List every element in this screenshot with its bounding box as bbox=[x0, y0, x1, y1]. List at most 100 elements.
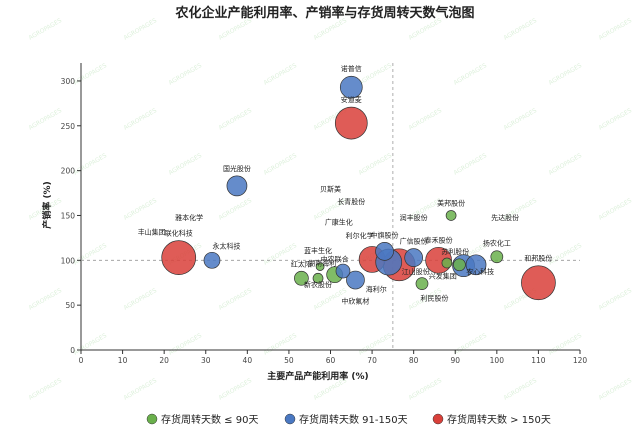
bubble bbox=[465, 254, 487, 276]
company-label: 中旗股份 bbox=[371, 230, 399, 239]
company-label: 海利尔 bbox=[366, 285, 387, 294]
company-label: 新农股份 bbox=[304, 280, 332, 289]
watermark-text: AGROPAGES bbox=[73, 62, 109, 87]
bubble bbox=[453, 258, 466, 272]
x-tick-label: 110 bbox=[531, 356, 546, 365]
watermark-text: AGROPAGES bbox=[123, 17, 159, 42]
bubble bbox=[404, 248, 424, 267]
watermark-text: AGROPAGES bbox=[218, 377, 254, 402]
company-label: 湖南海利 bbox=[308, 259, 336, 268]
x-tick-label: 120 bbox=[573, 356, 588, 365]
watermark-text: AGROPAGES bbox=[73, 332, 109, 357]
company-label: 丰山集团 bbox=[138, 227, 166, 236]
company-label: 江山股份 bbox=[402, 267, 430, 276]
x-tick-label: 70 bbox=[367, 356, 377, 365]
company-label: 美邦股份 bbox=[437, 198, 465, 207]
watermark-text: AGROPAGES bbox=[358, 62, 394, 87]
company-label: 利尔化学 bbox=[346, 231, 374, 240]
y-tick-label: 100 bbox=[61, 256, 76, 265]
x-axis-label: 主要产品产能利用率 (%) bbox=[267, 370, 368, 382]
x-tick-label: 90 bbox=[450, 356, 460, 365]
company-label: 雅本化学 bbox=[175, 213, 203, 222]
y-tick-label: 250 bbox=[61, 122, 76, 131]
legend: 存货周转天数 ≤ 90天 存货周转天数 91-150天 存货周转天数 > 150天 bbox=[146, 413, 551, 426]
watermark-text: AGROPAGES bbox=[548, 332, 584, 357]
x-tick-label: 0 bbox=[79, 356, 84, 365]
company-label: 农心科技 bbox=[466, 267, 494, 276]
company-label: 苏利股份 bbox=[441, 247, 469, 256]
watermark-text: AGROPAGES bbox=[123, 197, 159, 222]
watermark-text: AGROPAGES bbox=[123, 287, 159, 312]
bubble-layer bbox=[161, 75, 556, 301]
legend-label: 存货周转天数 > 150天 bbox=[447, 413, 551, 426]
watermark-text: AGROPAGES bbox=[503, 107, 539, 132]
watermark-text: AGROPAGES bbox=[503, 377, 539, 402]
company-label: 永太科技 bbox=[213, 242, 241, 251]
company-label: 中欣氟材 bbox=[341, 296, 369, 305]
y-tick-label: 150 bbox=[61, 211, 76, 220]
y-tick-label: 0 bbox=[70, 346, 75, 355]
watermark-text: AGROPAGES bbox=[598, 17, 634, 42]
company-label: 诺普信 bbox=[341, 64, 362, 73]
legend-label: 存货周转天数 ≤ 90天 bbox=[161, 413, 258, 426]
company-label: 广信股份 bbox=[400, 237, 428, 246]
company-label: 蓝丰生化 bbox=[304, 246, 332, 255]
y-tick-label: 200 bbox=[61, 167, 76, 176]
legend-swatch bbox=[146, 413, 158, 425]
company-label: 贝斯美 bbox=[320, 184, 341, 193]
x-tick-label: 60 bbox=[326, 356, 336, 365]
company-label: 润丰股份 bbox=[400, 213, 428, 222]
legend-item-mid: 存货周转天数 91-150天 bbox=[284, 413, 408, 426]
company-label: 利民股份 bbox=[420, 294, 448, 303]
bubble bbox=[226, 175, 248, 197]
watermark-text: AGROPAGES bbox=[123, 377, 159, 402]
company-label: 长青股份 bbox=[337, 197, 365, 206]
x-tick-label: 10 bbox=[118, 356, 128, 365]
legend-swatch bbox=[432, 413, 444, 425]
watermark-text: AGROPAGES bbox=[358, 332, 394, 357]
company-label: 广康生化 bbox=[325, 217, 353, 226]
company-label: 联化科技 bbox=[165, 229, 193, 238]
legend-label: 存货周转天数 91-150天 bbox=[299, 413, 408, 426]
y-axis-label: 产销率 (%) bbox=[41, 181, 53, 228]
watermark-text: AGROPAGES bbox=[453, 152, 489, 177]
bubble bbox=[294, 270, 309, 286]
bubble bbox=[161, 240, 197, 275]
watermark-text: AGROPAGES bbox=[28, 377, 64, 402]
y-tick-label: 300 bbox=[61, 77, 76, 86]
bubble bbox=[335, 263, 351, 279]
axes: 0 10 20 30 40 50 60 70 80 90 100 110 120 0 50 100 150 200… bbox=[61, 63, 588, 365]
x-tick-label: 100 bbox=[490, 356, 505, 365]
company-label: 红太阳 bbox=[291, 259, 312, 268]
watermark-text: AGROPAGES bbox=[168, 152, 204, 177]
company-label: 兴发集团 bbox=[429, 271, 457, 280]
company-label: 扬农化工 bbox=[483, 239, 511, 248]
watermark-text: AGROPAGES bbox=[548, 242, 584, 267]
watermark-text: AGROPAGES bbox=[123, 107, 159, 132]
x-tick-label: 20 bbox=[159, 356, 169, 365]
watermark-text: AGROPAGES bbox=[28, 17, 64, 42]
company-label: 国光股份 bbox=[223, 164, 251, 173]
watermark-text: AGROPAGES bbox=[453, 62, 489, 87]
watermark-text: AGROPAGES bbox=[263, 62, 299, 87]
watermark-text: AGROPAGES bbox=[218, 107, 254, 132]
watermark-text: AGROPAGES bbox=[263, 152, 299, 177]
watermark-text: AGROPAGES bbox=[168, 332, 204, 357]
watermark-text: AGROPAGES bbox=[503, 17, 539, 42]
watermark-text: AGROPAGES bbox=[73, 242, 109, 267]
company-label: 安道麦 bbox=[341, 95, 362, 104]
watermark-text: AGROPAGES bbox=[598, 197, 634, 222]
bubble bbox=[339, 75, 363, 99]
legend-swatch bbox=[284, 413, 296, 425]
bubble bbox=[203, 251, 221, 269]
legend-item-high: 存货周转天数 > 150天 bbox=[432, 413, 551, 426]
watermark-text: AGROPAGES bbox=[28, 287, 64, 312]
company-label: 泰禾股份 bbox=[425, 235, 453, 244]
bubble bbox=[445, 210, 457, 221]
x-tick-label: 50 bbox=[284, 356, 294, 365]
watermark-layer: AGROPAGES AGROPAGES AGROPAGES AGROPAGES AGRO… bbox=[28, 17, 634, 402]
watermark-text: AGROPAGES bbox=[408, 107, 444, 132]
x-tick-label: 40 bbox=[243, 356, 253, 365]
